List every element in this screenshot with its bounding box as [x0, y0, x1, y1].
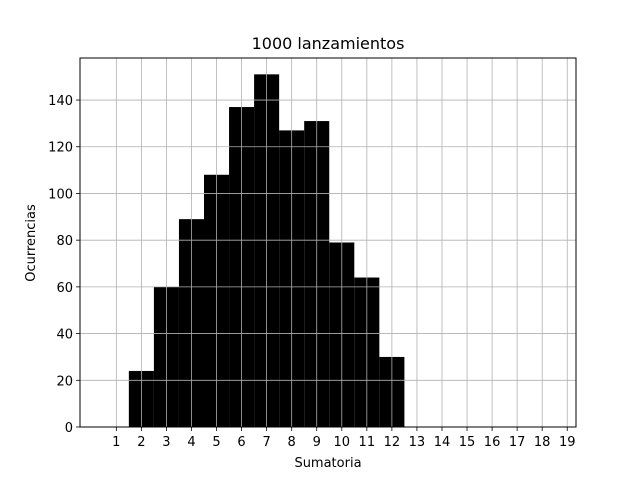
x-tick-label-6: 6	[237, 435, 245, 450]
chart-title: 1000 lanzamientos	[252, 34, 405, 53]
y-tick-label-140: 140	[48, 94, 73, 109]
x-tick-label-7: 7	[262, 435, 270, 450]
x-tick-label-9: 9	[313, 435, 321, 450]
x-tick-label-16: 16	[484, 435, 501, 450]
y-axis: 0 20 40 60 80 100 120 140	[48, 94, 80, 436]
x-tick-label-2: 2	[137, 435, 145, 450]
x-tick-label-12: 12	[384, 435, 401, 450]
x-tick-label-10: 10	[334, 435, 351, 450]
x-axis: 1 2 3 4 5 6 7 8 9 10 11 12 13 14 15 16 17 18 19	[112, 427, 576, 450]
x-tick-label-19: 19	[559, 435, 576, 450]
x-tick-label-17: 17	[509, 435, 526, 450]
y-axis-label: Ocurrencias	[24, 204, 39, 282]
x-tick-label-18: 18	[534, 435, 551, 450]
y-tick-label-120: 120	[48, 141, 73, 156]
axes-frame	[79, 57, 577, 428]
x-tick-label-8: 8	[288, 435, 296, 450]
x-tick-label-3: 3	[162, 435, 170, 450]
x-axis-label: Sumatoria	[294, 456, 361, 471]
y-tick-label-80: 80	[56, 234, 73, 249]
x-tick-label-1: 1	[112, 435, 120, 450]
x-tick-label-13: 13	[409, 435, 426, 450]
x-tick-label-4: 4	[187, 435, 195, 450]
x-tick-label-11: 11	[359, 435, 376, 450]
x-tick-label-15: 15	[459, 435, 476, 450]
y-tick-label-60: 60	[56, 281, 73, 296]
y-tick-label-100: 100	[48, 187, 73, 202]
y-tick-label-20: 20	[56, 374, 73, 389]
plot-area: 1 2 3 4 5 6 7 8 9 10 11 12 13 14 15 16 17 18 1902040608010…	[48, 57, 577, 450]
grid-group	[80, 58, 576, 428]
x-tick-label-5: 5	[212, 435, 220, 450]
y-tick-label-40: 40	[56, 328, 73, 343]
x-tick-label-14: 14	[434, 435, 451, 450]
y-tick-label-0: 0	[65, 421, 73, 436]
